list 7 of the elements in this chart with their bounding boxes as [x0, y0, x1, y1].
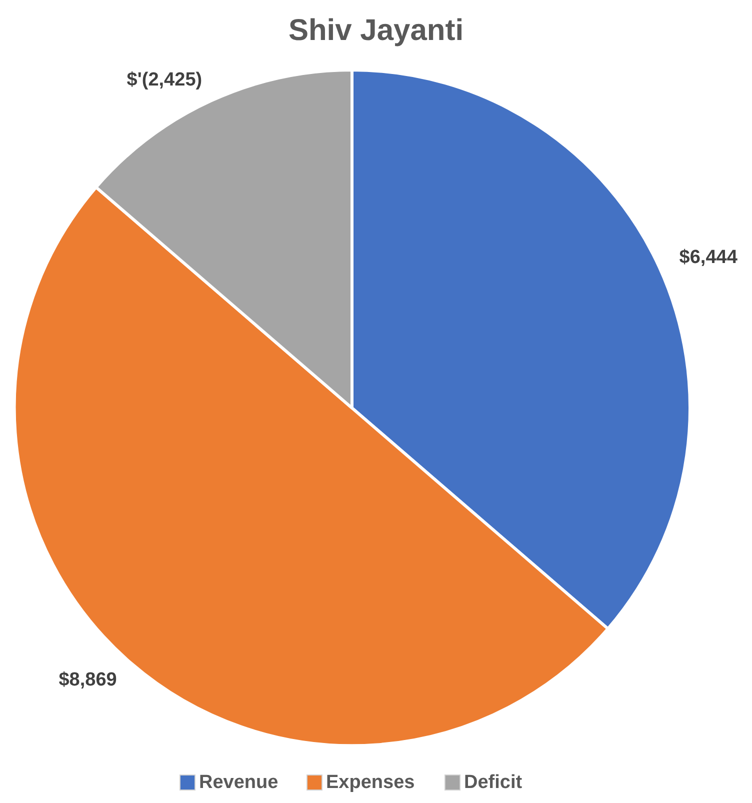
chart-title: Shiv Jayanti	[288, 14, 464, 47]
data-label: $6,444	[679, 247, 738, 268]
legend-label: Deficit	[464, 772, 523, 794]
legend-label: Revenue	[199, 772, 278, 794]
data-label: $8,869	[58, 670, 117, 691]
legend-label: Expenses	[326, 772, 415, 794]
data-label: $'(2,425)	[126, 70, 202, 91]
